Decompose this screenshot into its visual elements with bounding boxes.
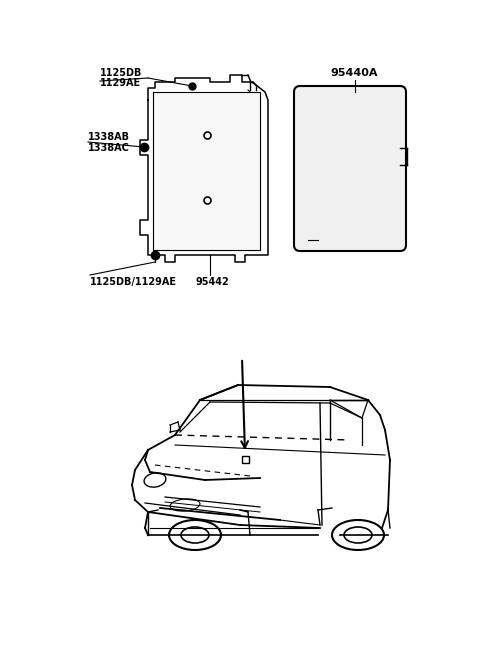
Text: 1125DB: 1125DB xyxy=(100,68,143,78)
Text: 1125DB/1129AE: 1125DB/1129AE xyxy=(90,277,177,287)
Text: 1338AB: 1338AB xyxy=(88,132,130,142)
FancyBboxPatch shape xyxy=(294,86,406,251)
Text: 1338AC: 1338AC xyxy=(88,143,130,153)
Polygon shape xyxy=(140,75,268,262)
Text: 95442: 95442 xyxy=(195,277,229,287)
Bar xyxy=(242,456,249,463)
Text: 95440A: 95440A xyxy=(330,68,377,78)
Polygon shape xyxy=(153,92,260,250)
Text: 1129AE: 1129AE xyxy=(100,78,141,88)
